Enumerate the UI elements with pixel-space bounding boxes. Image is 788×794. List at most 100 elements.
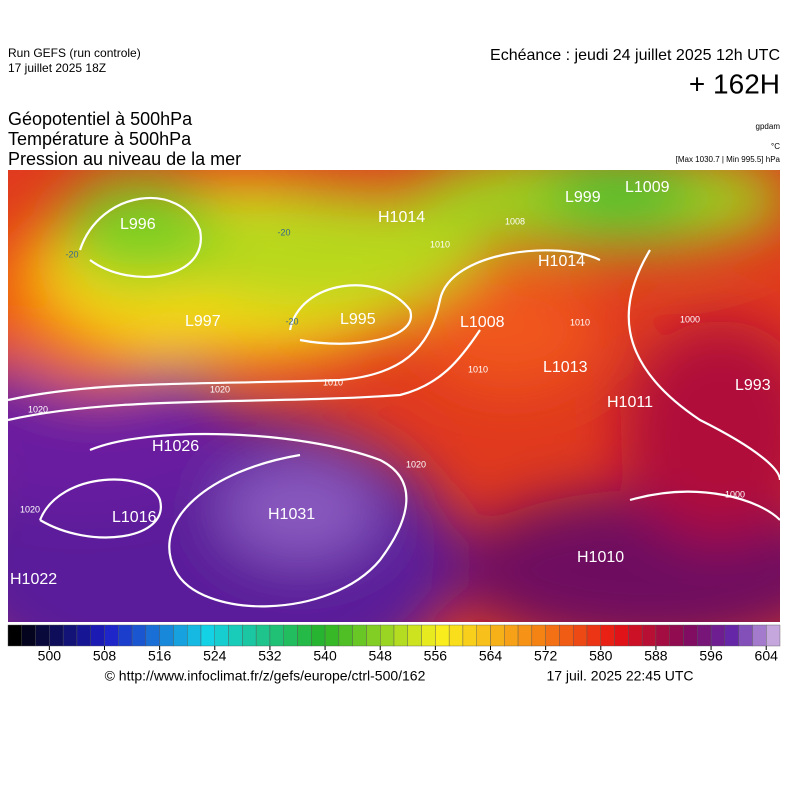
colorbar-swatch	[76, 624, 91, 647]
colorbar-swatch	[490, 624, 505, 647]
colorbar-swatch	[242, 624, 257, 647]
colorbar-swatch	[173, 624, 188, 647]
unit-label: gpdam	[756, 122, 781, 131]
colorbar-swatch	[352, 624, 367, 647]
colorbar-swatch	[766, 624, 781, 647]
run-date: 17 juillet 2025 18Z	[8, 61, 106, 75]
colorbar-swatch	[531, 624, 546, 647]
colorbar-swatch	[118, 624, 133, 647]
contour-label: 1000	[725, 489, 745, 499]
colorbar-swatch	[655, 624, 670, 647]
colorbar-swatch	[724, 624, 739, 647]
forecast-time: Echéance : jeudi 24 juillet 2025 12h UTC	[490, 47, 780, 64]
colorbar-swatch	[641, 624, 657, 647]
colorbar-swatch	[669, 624, 684, 647]
contour-label: 1020	[20, 504, 40, 514]
colorbar-swatch	[752, 624, 767, 647]
map: L996 L997 H1014 L995 L999 L1009 H1014 L1008 L101…	[8, 170, 780, 622]
colorbar-swatch	[573, 624, 588, 647]
pressure-center: L1013	[543, 359, 588, 376]
colorbar-tick-label: 596	[699, 648, 723, 664]
pressure-center: L993	[735, 377, 771, 394]
lead-time: + 162H	[689, 68, 780, 99]
colorbar-tick-label: 556	[424, 648, 448, 664]
pressure-center: H1014	[378, 209, 425, 226]
pressure-center: L995	[340, 311, 376, 328]
pressure-center: L999	[565, 189, 601, 206]
contour-label: 1010	[430, 239, 450, 249]
colorbar-tick-label: 580	[589, 648, 613, 664]
title: Pression au niveau de la mer	[8, 149, 241, 169]
colorbar-swatch	[683, 624, 698, 647]
colorbar-swatch	[380, 624, 395, 647]
colorbar-swatch	[421, 624, 436, 647]
colorbar-swatch	[366, 624, 381, 647]
pressure-center: L1008	[460, 314, 505, 331]
colorbar-swatch	[269, 624, 284, 647]
contour-label: 1010	[323, 377, 343, 387]
contour-label: 1010	[570, 317, 590, 327]
contour-label: 1020	[210, 384, 230, 394]
run-label: Run GEFS (run controle)	[8, 46, 141, 60]
colorbar-swatch	[311, 624, 326, 647]
colorbar-swatch	[187, 624, 202, 647]
pressure-center: H1011	[607, 394, 653, 411]
colorbar-swatch	[393, 624, 408, 647]
pressure-center: H1010	[577, 549, 624, 566]
colorbar-swatch	[614, 624, 629, 647]
colorbar-swatch	[738, 624, 753, 647]
colorbar-swatch	[586, 624, 601, 647]
colorbar-swatch	[35, 624, 50, 647]
colorbar-tick-label: 564	[479, 648, 503, 664]
colorbar-tick-label: 524	[203, 648, 227, 664]
colorbar-swatch	[545, 624, 560, 647]
colorbar-swatch	[435, 624, 450, 647]
colorbar-swatch	[49, 624, 64, 647]
colorbar-swatch	[62, 624, 78, 647]
colorbar-swatch	[90, 624, 105, 647]
colorbar-swatch	[407, 624, 422, 647]
colorbar-swatch	[131, 624, 147, 647]
pressure-center: H1014	[538, 253, 585, 270]
colorbar-tick-label: 500	[38, 648, 62, 664]
contour-label: 1020	[28, 404, 48, 414]
colorbar-tick-label: 532	[258, 648, 282, 664]
colorbar-tick-label: 588	[644, 648, 668, 664]
pressure-center: H1031	[268, 506, 315, 523]
colorbar-tick-label: 516	[148, 648, 172, 664]
contour-label: 1000	[680, 314, 700, 324]
unit-label: °C	[771, 142, 780, 151]
colorbar-swatch	[104, 624, 119, 647]
colorbar-swatch	[338, 624, 353, 647]
colorbar-tick-label: 604	[755, 648, 779, 664]
contour-label: -20	[285, 316, 298, 326]
colorbar-tick-label: 508	[93, 648, 117, 664]
colorbar-swatch	[200, 624, 215, 647]
generated-time: 17 juil. 2025 22:45 UTC	[546, 668, 693, 684]
contour-label: 1020	[406, 459, 426, 469]
colorbar-swatch	[628, 624, 643, 647]
pressure-center: L997	[185, 313, 221, 330]
title: Géopotentiel à 500hPa	[8, 109, 193, 129]
colorbar-swatch	[448, 624, 464, 647]
colorbar-swatch	[145, 624, 160, 647]
pressure-center: H1026	[152, 438, 199, 455]
pressure-center: L1009	[625, 179, 670, 196]
colorbar-swatch	[600, 624, 615, 647]
contour-label: -20	[65, 249, 78, 259]
unit-label: [Max 1030.7 | Min 995.5] hPa	[676, 155, 781, 164]
colorbar-swatch	[504, 624, 519, 647]
contour-label: -20	[277, 227, 290, 237]
colorbar-swatch	[159, 624, 174, 647]
contour-label: 1010	[468, 364, 488, 374]
colorbar-swatch	[324, 624, 340, 647]
colorbar-tick-label: 572	[534, 648, 558, 664]
pressure-center: H1022	[10, 571, 57, 588]
colorbar-swatch	[710, 624, 726, 647]
pressure-center: L996	[120, 216, 156, 233]
colorbar-swatch	[214, 624, 229, 647]
colorbar-swatch	[255, 624, 271, 647]
contour-label: 1008	[505, 216, 525, 226]
colorbar-swatch	[697, 624, 712, 647]
